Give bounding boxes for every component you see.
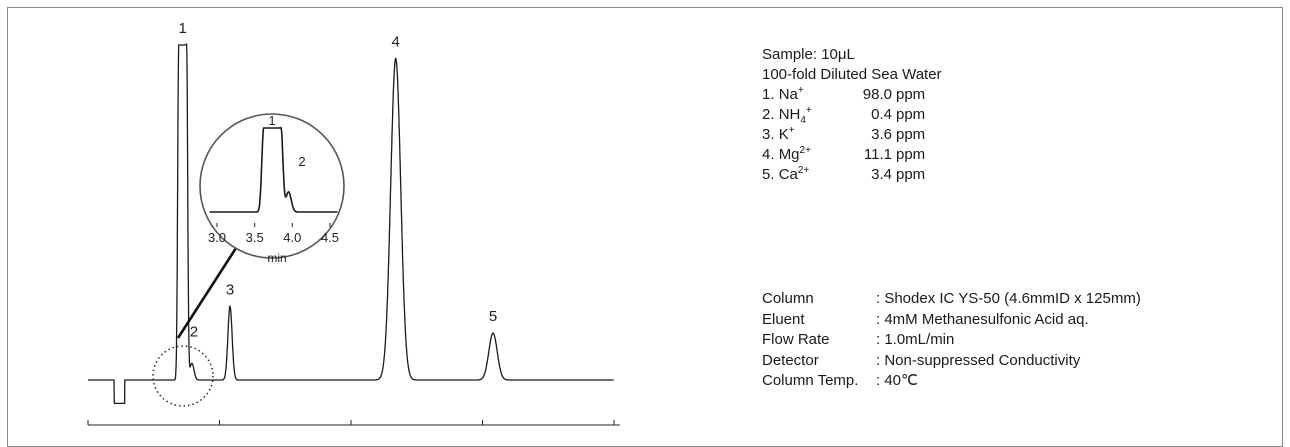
inset-tick-label: 4.5 xyxy=(321,230,339,245)
ion-symbol: Ca xyxy=(778,166,798,183)
inset-zoom: 3.0 3.5 4.0 4.5 min 1 2 xyxy=(152,113,345,407)
peak-label-5: 5 xyxy=(489,308,497,325)
ion-charge: + xyxy=(797,85,804,96)
ion-symbol: NH xyxy=(778,106,801,123)
inset-x-label: min xyxy=(267,251,286,265)
ion-row: 5. Ca2+ 3.4 ppm xyxy=(762,165,942,185)
ion-row: 4. Mg2+ 11.1 ppm xyxy=(762,145,942,165)
ion-unit: ppm xyxy=(896,166,926,183)
condition-value: : 4mM Methanesulfonic Acid aq. xyxy=(876,310,1089,328)
ion-unit: ppm xyxy=(896,106,926,123)
ion-concentration: 11.1 xyxy=(863,146,892,163)
x-tick-label: 10 xyxy=(343,430,360,432)
condition-key: Eluent xyxy=(762,310,805,328)
peak-label-4: 4 xyxy=(392,33,400,50)
x-tick-label: 15 xyxy=(474,430,491,432)
ion-charge: 2+ xyxy=(799,145,811,156)
sample-volume: Sample: 10μL xyxy=(762,46,855,63)
ion-number: 5. xyxy=(762,166,779,183)
condition-value: : Non-suppressed Conductivity xyxy=(876,351,1081,369)
inset-tick-label: 3.0 xyxy=(208,230,226,245)
peak-label-1: 1 xyxy=(179,20,187,37)
ion-number: 2. xyxy=(762,106,779,123)
condition-key: Column xyxy=(762,290,814,307)
zoom-arrow xyxy=(176,244,240,339)
ion-symbol: Mg xyxy=(778,146,800,163)
ion-subscript: 4 xyxy=(800,115,806,126)
ion-name: 5. Ca2+ xyxy=(762,165,809,185)
inset-peak-label-1: 1 xyxy=(268,113,275,128)
ion-name: 3. K+ xyxy=(762,125,795,145)
ion-concentration: 0.4 xyxy=(871,106,892,123)
trace-layer xyxy=(88,42,614,405)
condition-value: : 1.0mL/min xyxy=(876,331,955,348)
condition-key: Column Temp. xyxy=(762,372,859,389)
ion-unit: ppm xyxy=(896,86,926,103)
peak-label-3: 3 xyxy=(226,281,234,298)
x-tick-label: 5 xyxy=(215,430,223,432)
inset-peak-label-2: 2 xyxy=(298,154,305,169)
sample-info: Sample: 10μL 100-fold Diluted Sea Water … xyxy=(762,45,942,185)
x-tick-label: 0 xyxy=(84,430,92,432)
ion-number: 4. xyxy=(762,146,779,163)
x-axis: 05101520min xyxy=(84,420,623,432)
inset-tick-label: 4.0 xyxy=(283,230,301,245)
ion-list: 1. Na+ 98.0 ppm 2. NH4+ 0.4 ppm 3. K+ 3.6 ppm 4. … xyxy=(762,85,942,185)
ion-charge: 2+ xyxy=(797,165,810,176)
sample-matrix: 100-fold Diluted Sea Water xyxy=(762,66,942,83)
ion-charge: + xyxy=(788,125,795,136)
inset-trace xyxy=(209,126,338,213)
ion-number: 1. xyxy=(762,86,779,103)
ion-name: 4. Mg2+ xyxy=(762,145,811,165)
ion-symbol: Na xyxy=(778,86,798,103)
ion-concentration: 98.0 xyxy=(862,86,892,103)
condition-value: : 40℃ xyxy=(876,372,918,389)
ion-name: 1. Na+ xyxy=(762,85,804,105)
ion-row: 1. Na+ 98.0 ppm xyxy=(762,85,942,105)
ion-charge: + xyxy=(805,105,812,116)
ion-number: 3. xyxy=(762,126,779,143)
condition-key: Detector xyxy=(762,351,819,369)
x-tick-label: 20 xyxy=(606,430,623,432)
condition-key: Flow Rate xyxy=(762,331,830,348)
ion-unit: ppm xyxy=(896,146,926,163)
chromatogram-trace xyxy=(88,42,614,405)
ion-name: 2. NH4+ xyxy=(762,105,812,126)
inset-circle xyxy=(199,113,345,259)
ion-symbol: K xyxy=(778,126,789,143)
ion-concentration: 3.4 xyxy=(871,166,892,183)
peak-label-layer: 1 2 3 4 5 xyxy=(179,20,498,340)
inset-tick-label: 3.5 xyxy=(246,230,264,245)
ion-row: 2. NH4+ 0.4 ppm xyxy=(762,105,942,126)
ion-unit: ppm xyxy=(896,126,926,143)
condition-value: : Shodex IC YS-50 (4.6mmID x 125mm) xyxy=(876,290,1141,307)
zoom-region-marker xyxy=(152,345,214,407)
ion-concentration: 3.6 xyxy=(871,126,892,143)
ion-row: 3. K+ 3.6 ppm xyxy=(762,125,942,145)
peak-label-2: 2 xyxy=(190,323,198,340)
